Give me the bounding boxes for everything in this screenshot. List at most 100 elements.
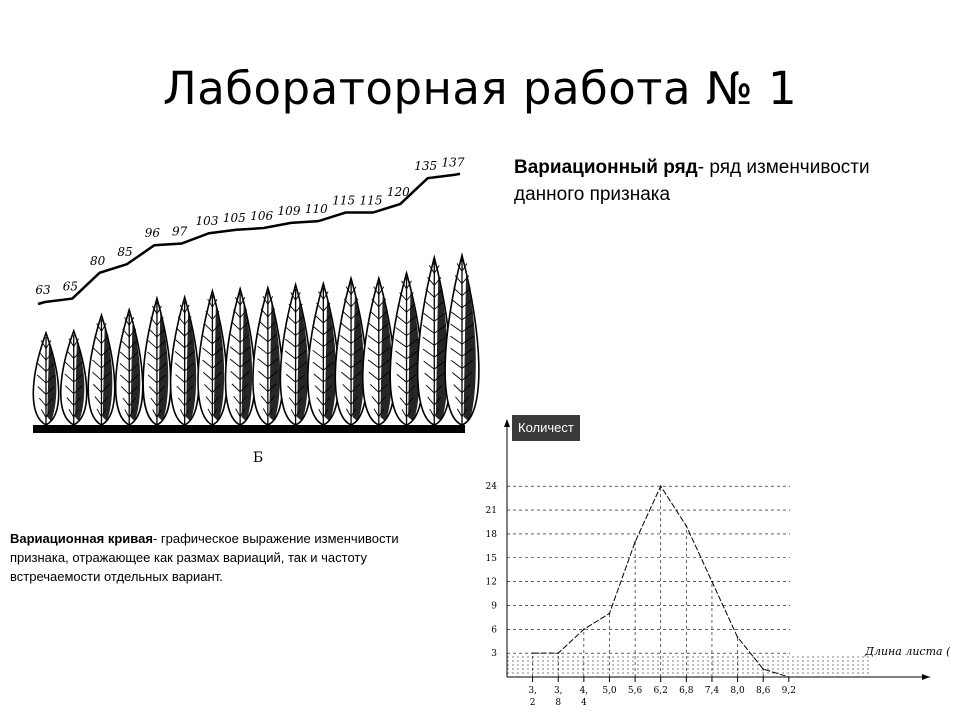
x-tick-label: 8,6 xyxy=(756,686,771,696)
length-curve-line xyxy=(37,172,461,306)
leaf-vein xyxy=(312,338,324,347)
leaf-vein xyxy=(202,335,213,345)
leaf-vein xyxy=(461,372,472,381)
leaf-vein xyxy=(378,310,388,320)
leaf-vein xyxy=(239,395,248,405)
leaf-vein xyxy=(45,397,54,407)
leaf-vein xyxy=(234,297,241,306)
leaf-vein xyxy=(45,363,55,372)
leaf-vein xyxy=(323,314,333,324)
leaf-vein xyxy=(230,371,241,380)
leaf-vein xyxy=(406,292,414,301)
y-tick-label: 3 xyxy=(491,649,497,659)
leaf-vein xyxy=(212,323,221,332)
leaf-vein xyxy=(429,408,435,418)
leaf-vein xyxy=(346,408,352,418)
leaf-vein xyxy=(461,323,474,333)
leaf-shadow xyxy=(408,291,420,421)
leaf-caption: Б xyxy=(253,450,263,466)
leaf-vein xyxy=(397,303,407,313)
leaf-vein xyxy=(345,286,352,295)
x-axis-label: Длина листа (x) xyxy=(864,645,950,658)
leaf-vein xyxy=(461,299,473,309)
variation-curve-text: - графическое выражение изменчивости при… xyxy=(10,531,399,584)
leaf-vein xyxy=(128,340,138,349)
leaf-vein xyxy=(207,298,213,308)
leaf-vein xyxy=(73,409,79,418)
leaf-vein xyxy=(229,346,241,356)
leaf-vein xyxy=(128,409,134,418)
leaf-vein xyxy=(396,373,407,383)
leaf-vein xyxy=(369,310,380,320)
leaf-vein xyxy=(257,345,269,355)
leaf-vein xyxy=(156,340,167,349)
leaf-shape xyxy=(444,252,480,426)
leaf-vein xyxy=(119,351,130,361)
leaf-shadow xyxy=(269,304,281,421)
x-tick-label: 4, xyxy=(580,686,589,696)
chart-axes xyxy=(504,419,930,682)
leaf-vein xyxy=(258,370,269,380)
leaf-shape xyxy=(169,294,200,426)
leaf-vein xyxy=(267,333,278,343)
leaf-vein xyxy=(66,397,75,406)
leaf-vein xyxy=(461,335,474,345)
x-tick-label: 3, xyxy=(528,686,537,696)
leaf-vein xyxy=(147,351,158,361)
leaf-vein xyxy=(147,340,158,349)
leaf-vein xyxy=(175,374,185,383)
leaf-vein xyxy=(406,350,418,360)
leaf-vein xyxy=(434,348,446,358)
leaf-vein xyxy=(73,338,80,347)
leaf-vein xyxy=(257,358,269,368)
leaf-vein xyxy=(341,371,352,381)
leaf-shadow xyxy=(130,323,141,421)
leaf-vein xyxy=(239,408,246,417)
leaf-vein xyxy=(128,386,138,395)
leaf-vein xyxy=(322,397,331,406)
leaf-vein xyxy=(433,396,442,406)
leaf-vein xyxy=(454,275,463,284)
leaf-shape xyxy=(224,285,256,426)
leaf-vein xyxy=(433,408,440,418)
leaf-vein xyxy=(184,374,194,383)
leaf-vein xyxy=(433,300,445,310)
leaf-vein xyxy=(184,409,190,418)
leaf-shape xyxy=(114,307,144,426)
leaf-vein xyxy=(101,396,109,405)
leaf-vein xyxy=(73,385,83,395)
leaf-vein xyxy=(425,384,435,394)
leaf-vein xyxy=(230,334,241,343)
leaf-vein xyxy=(231,321,241,331)
leaf-vein xyxy=(212,396,220,405)
leaf-vein xyxy=(295,397,303,406)
leaf-vein xyxy=(461,408,468,418)
leaf-vein xyxy=(156,305,162,315)
leaf-shapes xyxy=(32,252,480,426)
leaf-vein xyxy=(318,408,324,418)
leaf-vein xyxy=(378,335,390,344)
leaf-vein xyxy=(267,308,276,318)
leaf-vein xyxy=(461,311,474,321)
leaf-vein xyxy=(314,314,324,324)
leaf-vein xyxy=(184,397,192,407)
leaf-vein xyxy=(422,336,435,346)
leaf-vein xyxy=(212,384,221,393)
leaf-vein xyxy=(128,374,139,384)
leaf-vein xyxy=(212,347,223,357)
leaf-vein xyxy=(178,397,186,407)
variation-series-text: - ряд изменчивости данного признака xyxy=(514,157,870,205)
leaf-vein xyxy=(350,396,359,405)
leaf-vein xyxy=(152,409,158,418)
leaf-vein xyxy=(433,372,445,382)
length-label: 109 xyxy=(278,204,301,218)
leaf-vein xyxy=(406,327,418,336)
leaf-vein xyxy=(267,408,273,417)
leaf-shape xyxy=(361,275,396,426)
y-tick-label: 18 xyxy=(486,530,498,540)
data-point xyxy=(557,652,560,654)
leaf-vein xyxy=(101,347,111,357)
leaf-vein xyxy=(257,333,269,343)
leaf-vein xyxy=(322,291,329,300)
leaf-vein xyxy=(94,335,102,344)
